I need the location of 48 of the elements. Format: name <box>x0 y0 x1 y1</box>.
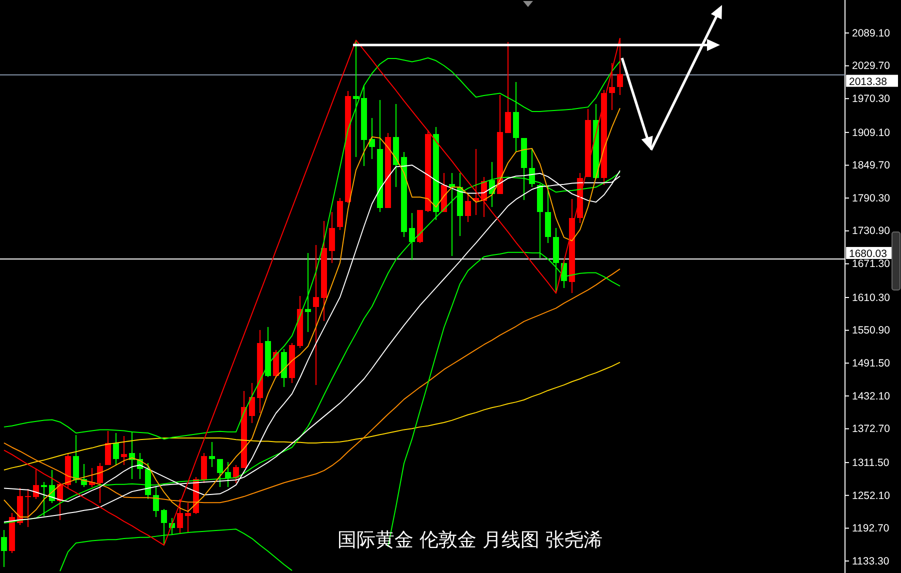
y-tick-label: 1730.90 <box>852 225 890 238</box>
y-tick-label: 1849.70 <box>852 160 890 172</box>
y-tick-label: 1671.30 <box>852 258 890 270</box>
candlestick <box>41 482 47 517</box>
candlestick <box>113 432 119 466</box>
candlestick <box>505 41 511 134</box>
ref-line-label: 1680.03 <box>849 248 888 260</box>
candlestick <box>97 462 103 504</box>
y-tick-label: 1790.30 <box>852 192 890 204</box>
y-tick-label: 2089.10 <box>852 27 890 40</box>
candlestick <box>161 508 167 546</box>
candlestick <box>369 118 375 160</box>
candlestick <box>177 498 183 534</box>
candlestick <box>313 244 319 386</box>
candlestick <box>209 442 215 468</box>
candlestick <box>249 382 255 424</box>
y-tick-label: 1909.10 <box>852 126 890 139</box>
candlestick <box>33 468 39 500</box>
candlestick <box>329 212 335 264</box>
candlestick <box>25 488 31 528</box>
y-tick-label: 1610.30 <box>852 292 890 304</box>
candlestick <box>121 436 127 466</box>
candlestick <box>273 350 279 379</box>
candlestick <box>609 62 615 110</box>
candlestick <box>201 452 207 484</box>
candlestick <box>305 252 311 333</box>
candlestick <box>409 212 415 261</box>
candlestick <box>233 464 239 484</box>
candlestick <box>185 502 191 534</box>
candlestick <box>225 462 231 488</box>
y-tick-label: 1491.50 <box>852 357 890 370</box>
y-tick-label: 1192.70 <box>852 522 890 535</box>
y-tick-label: 1133.30 <box>852 555 890 568</box>
ref-line-label: 2013.38 <box>849 76 888 88</box>
candlestick <box>105 430 111 466</box>
candlestick <box>153 486 159 518</box>
y-tick-label: 2029.70 <box>852 60 890 72</box>
line-series <box>4 362 620 471</box>
candlestick <box>465 192 471 223</box>
line-series <box>4 108 620 518</box>
y-tick-label: 1432.10 <box>852 390 890 402</box>
y-tick-label: 1550.90 <box>852 324 890 337</box>
candlestick <box>217 458 223 488</box>
y-tick-label: 1372.70 <box>852 423 890 436</box>
candlestick <box>1 530 7 568</box>
y-tick-label: 1252.10 <box>852 490 890 502</box>
y-tick-label: 1970.30 <box>852 92 890 105</box>
y-tick-label: 1311.50 <box>852 456 890 469</box>
